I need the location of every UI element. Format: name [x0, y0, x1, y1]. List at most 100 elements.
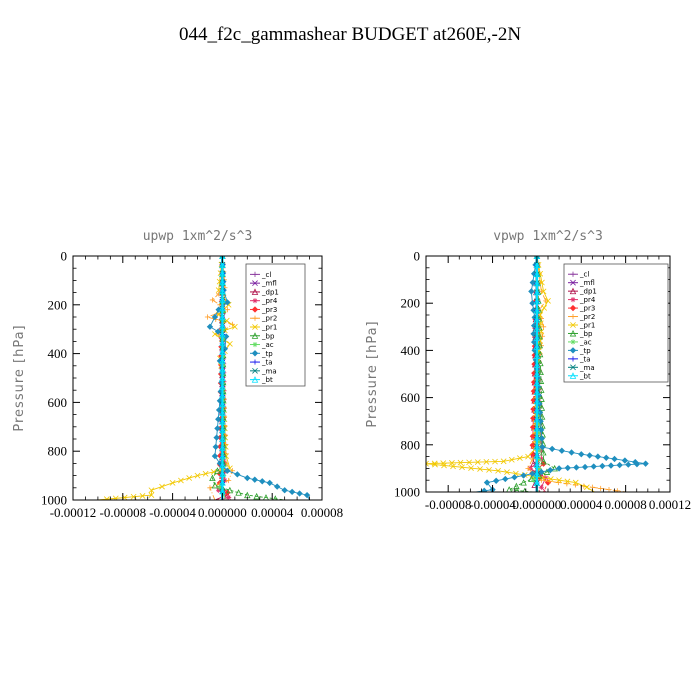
data-point	[508, 456, 515, 463]
y-tick-label: 200	[48, 297, 68, 312]
data-point	[535, 403, 542, 410]
data-point	[607, 462, 615, 469]
data-point	[202, 470, 209, 477]
x-tick-label: 0.00012	[649, 497, 691, 512]
data-point	[219, 330, 226, 338]
data-point	[457, 459, 464, 466]
data-point	[533, 288, 541, 296]
legend-marker	[570, 364, 576, 371]
legend-marker	[570, 297, 576, 303]
data-point	[533, 297, 541, 305]
data-point	[540, 448, 547, 456]
data-point	[466, 459, 473, 466]
data-point	[530, 477, 537, 483]
data-point	[538, 413, 546, 420]
x-tick-label: -0.00004	[149, 505, 196, 520]
data-point	[483, 458, 490, 465]
legend-label: _ta	[261, 359, 273, 367]
data-point	[219, 400, 226, 408]
legend: _cl_mfl_dp1_pr4_pr3_pr2_pr1_bp_ac_tp_ta_…	[563, 263, 669, 383]
y-tick-label: 800	[401, 437, 421, 452]
data-point	[219, 374, 226, 381]
legend: _cl_mfl_dp1_pr4_pr3_pr2_pr1_bp_ac_tp_ta_…	[245, 263, 306, 387]
y-tick-label: 200	[401, 296, 421, 311]
legend-label: _bt	[261, 376, 273, 384]
x-tick-label: -0.00012	[50, 505, 97, 520]
data-point	[213, 434, 220, 441]
legend-label: _pr4	[261, 297, 278, 305]
legend-marker	[569, 347, 577, 354]
data-point	[186, 475, 193, 481]
legend-label: _pr1	[261, 324, 277, 332]
data-point	[219, 269, 226, 277]
data-point	[500, 458, 507, 465]
data-point	[533, 379, 541, 387]
panel-title: vpwp 1xm^2/s^3	[493, 229, 603, 244]
data-point	[266, 479, 273, 487]
data-point	[611, 455, 618, 463]
data-point	[556, 477, 562, 484]
data-point	[535, 359, 541, 365]
data-point	[211, 313, 219, 321]
data-point	[533, 434, 541, 441]
vpwp-panel: vpwp 1xm^2/s^3 Pressure [hPa] -0.00008-0.0…	[365, 229, 691, 512]
data-point	[586, 452, 593, 459]
data-point	[547, 476, 554, 482]
data-point	[219, 357, 226, 364]
data-point	[536, 448, 542, 454]
legend-marker	[252, 341, 258, 348]
legend-label: _ac	[579, 338, 592, 346]
x-tick-label: 0.00004	[251, 505, 294, 520]
legend-marker	[569, 329, 577, 337]
legend-label: _cl	[261, 271, 271, 279]
data-point	[616, 461, 623, 469]
y-tick-label: 600	[48, 395, 68, 410]
legend-label: _ma	[261, 367, 277, 375]
data-point	[495, 467, 501, 474]
x-tick-label: -0.00008	[100, 505, 147, 520]
data-point	[492, 458, 498, 465]
data-point	[226, 486, 234, 494]
legend-marker	[252, 315, 258, 321]
data-point	[219, 383, 226, 390]
data-point	[219, 391, 226, 399]
legend-marker	[252, 324, 258, 330]
data-point	[219, 426, 226, 434]
data-point	[178, 477, 184, 484]
data-point	[558, 447, 566, 454]
data-point	[533, 370, 541, 377]
data-point	[224, 467, 231, 474]
legend-marker	[252, 271, 258, 277]
data-point	[603, 454, 610, 461]
data-point	[536, 430, 542, 436]
data-point	[540, 288, 547, 295]
data-point	[533, 334, 541, 341]
data-point	[529, 279, 536, 286]
data-point	[219, 461, 226, 469]
data-point	[235, 489, 242, 496]
y-axis-label: Pressure [hPa]	[12, 324, 27, 431]
data-point	[533, 461, 541, 468]
x-tick-label: 0.00004	[560, 497, 603, 512]
y-tick-label: 600	[401, 390, 421, 405]
legend-label: _tp	[579, 347, 591, 355]
data-point	[483, 479, 491, 486]
legend-label: _pr2	[261, 315, 277, 323]
y-tick-label: 0	[414, 249, 421, 264]
legend-label: _pr2	[579, 313, 595, 321]
data-point	[219, 418, 226, 425]
data-point	[533, 352, 541, 359]
data-point	[219, 296, 226, 303]
data-point	[259, 478, 266, 485]
y-tick-label: 400	[401, 343, 421, 358]
data-point	[441, 462, 447, 469]
data-point	[486, 466, 492, 473]
data-point	[525, 453, 531, 460]
data-point	[206, 323, 214, 330]
data-point	[219, 479, 226, 486]
data-point	[214, 467, 221, 474]
data-point	[219, 339, 226, 347]
data-point	[459, 464, 465, 471]
data-point	[545, 297, 551, 304]
